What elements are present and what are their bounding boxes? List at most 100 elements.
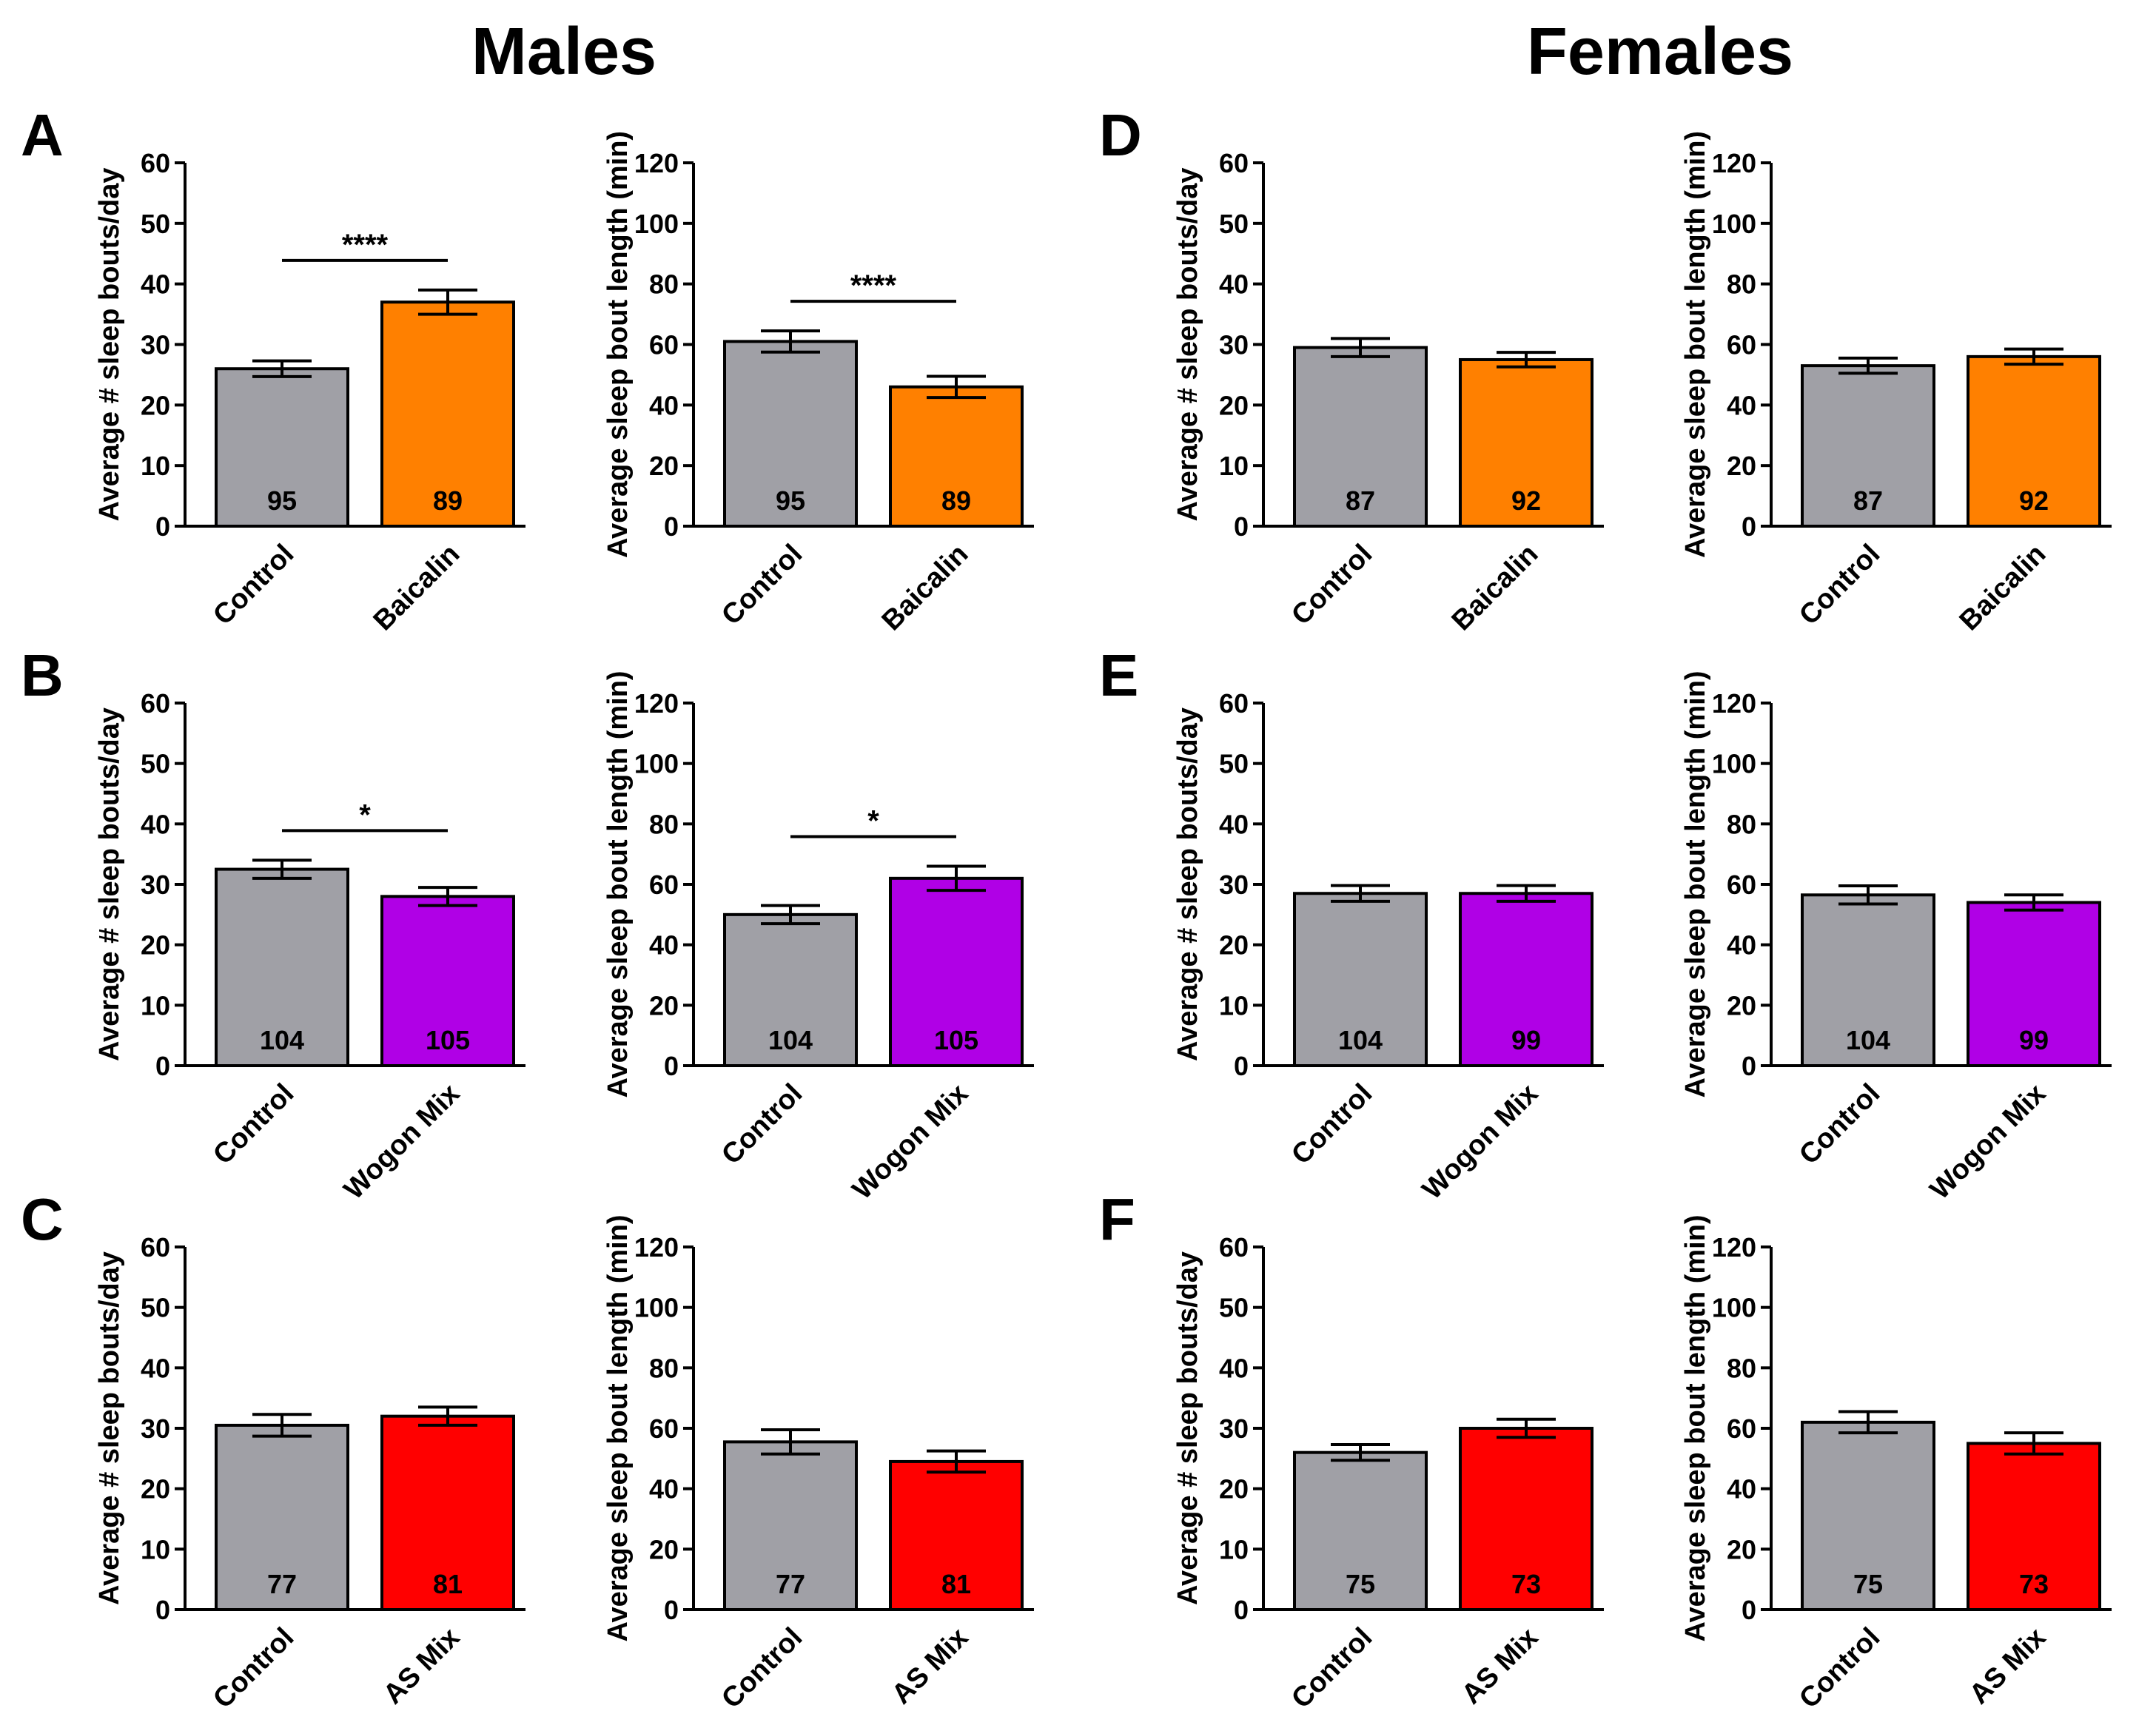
y-tick-label: 10 [1219,990,1249,1021]
y-tick-label: 60 [649,330,679,360]
bar-control [723,340,858,528]
y-tick-label: 10 [1219,451,1249,481]
y-tick-label: 20 [1727,1534,1756,1564]
y-tick-label: 80 [649,269,679,300]
bar-chart-4: Average sleep bout length (min) 0 20 40 60 80… [1680,131,2112,636]
bar-control [723,912,858,1068]
y-tick-label: 20 [141,1474,170,1505]
bar-chart-8: Average sleep bout length (min) 0 20 40 60 80… [1680,670,2112,1206]
bar-control [1293,1450,1428,1611]
y-tick-label: 100 [634,749,679,779]
y-tick-label: 40 [141,269,170,300]
y-tick-label: 60 [141,1232,170,1263]
x-category-label: AS Mix [1964,1622,2052,1710]
y-tick-label: 80 [1727,809,1756,839]
y-tick-label: 60 [141,148,170,178]
sample-size-label: 99 [2019,1025,2049,1055]
sample-size-label: 89 [941,485,971,516]
y-tick-label: 60 [141,688,170,719]
bar-chart-12: Average sleep bout length (min) 0 20 40 60 80… [1680,1214,2112,1715]
y-tick-label: 40 [1727,930,1756,961]
y-tick-label: 80 [1727,1353,1756,1383]
y-tick-label: 20 [141,390,170,420]
y-tick-label: 40 [141,809,170,839]
x-category-label: Control [1793,1078,1886,1171]
y-tick-label: 40 [1219,269,1249,300]
x-category-label: Control [1286,1078,1378,1171]
x-category-label: Wogon Mix [338,1078,466,1206]
bar-as-mix [889,1459,1024,1611]
y-tick-label: 60 [1219,688,1249,719]
y-tick-label: 80 [1727,269,1756,300]
y-axis-label: Average # sleep bouts/day [1172,707,1203,1061]
sample-size-label: 92 [1511,485,1541,516]
sample-size-label: 75 [1853,1569,1883,1599]
y-tick-label: 20 [1219,1474,1249,1505]
y-tick-label: 20 [141,930,170,961]
x-category-label: Control [1793,1622,1886,1715]
sample-size-label: 95 [267,485,297,516]
y-tick-label: 50 [1219,749,1249,779]
y-tick-label: 20 [1727,451,1756,481]
sample-size-label: 104 [768,1025,813,1055]
y-tick-label: 20 [1219,390,1249,420]
y-tick-label: 60 [1727,870,1756,900]
panel-label: C [21,1186,64,1252]
y-tick-label: 10 [1219,1534,1249,1564]
y-tick-label: 100 [634,209,679,239]
males-header: Males [471,15,656,89]
y-tick-label: 120 [634,1232,679,1263]
x-category-label: Control [716,1078,808,1171]
panel-label: E [1099,642,1138,708]
bar-wogon-mix [380,895,515,1068]
bar-as-mix [1967,1442,2101,1611]
y-tick-label: 20 [649,1534,679,1564]
x-category-label: AS Mix [1456,1622,1544,1710]
sample-size-label: 104 [260,1025,304,1055]
bar-control [215,1423,349,1611]
y-tick-label: 120 [634,148,679,178]
x-category-label: Control [1793,539,1886,631]
y-tick-label: 0 [155,1051,170,1081]
bar-control [1293,892,1428,1067]
y-tick-label: 40 [141,1353,170,1383]
panel-label: A [21,102,64,168]
bar-chart-3: D Average # sleep bouts/day 0 10 20 30 40 50 60 8… [1099,102,1604,636]
bar-control [1801,893,1935,1067]
y-tick-label: 0 [664,511,679,542]
x-category-label: AS Mix [886,1622,974,1710]
y-tick-label: 50 [141,1293,170,1323]
y-axis-label: Average # sleep bouts/day [94,707,125,1061]
y-tick-label: 40 [649,390,679,420]
panel-label: F [1099,1186,1135,1252]
y-axis-label: Average sleep bout length (min) [1680,670,1711,1097]
y-tick-label: 30 [1219,870,1249,900]
y-tick-label: 50 [141,749,170,779]
y-tick-label: 120 [1712,688,1756,719]
sample-size-label: 89 [433,485,463,516]
sample-size-label: 73 [1511,1569,1541,1599]
sample-size-label: 95 [776,485,805,516]
x-category-label: AS Mix [377,1622,466,1710]
y-axis-label: Average sleep bout length (min) [1680,1214,1711,1641]
y-tick-label: 40 [649,1474,679,1505]
bar-baicalin [1967,354,2101,528]
sample-size-label: 92 [2019,485,2049,516]
chart-grid: A Average # sleep bouts/day 0 10 20 30 40 50 60 9… [21,102,2112,1715]
bar-control [1801,364,1935,528]
sample-size-label: 105 [934,1025,978,1055]
y-tick-label: 0 [1234,1595,1249,1625]
x-category-label: Baicalin [1954,539,2052,637]
x-category-label: Control [207,539,300,631]
y-tick-label: 0 [1234,1051,1249,1081]
bar-chart-6: Average sleep bout length (min) 0 20 40 60 80… [602,670,1034,1206]
sample-size-label: 81 [941,1569,971,1599]
bar-baicalin [1459,357,1594,528]
y-tick-label: 40 [1727,390,1756,420]
bar-control [723,1440,858,1611]
bar-chart-1: A Average # sleep bouts/day 0 10 20 30 40 50 60 9… [21,102,525,636]
y-tick-label: 30 [1219,1413,1249,1444]
bar-chart-5: B Average # sleep bouts/day 0 10 20 30 40 50 60 1… [21,642,525,1206]
females-header: Females [1527,15,1793,89]
